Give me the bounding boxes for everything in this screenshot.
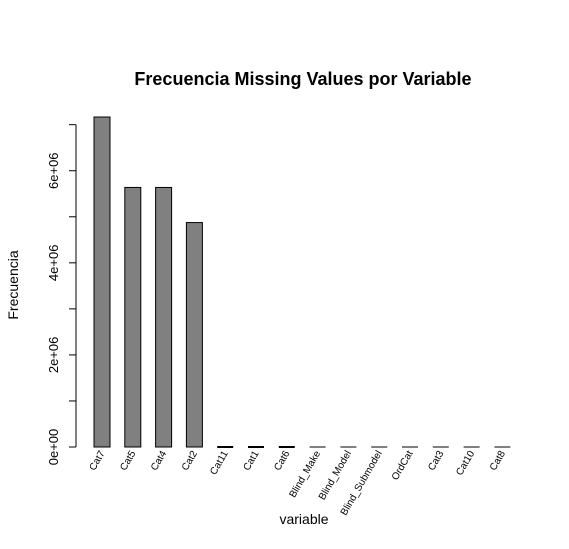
bar — [185, 222, 203, 448]
bar — [124, 186, 142, 448]
x-tick-label: Cat1 — [242, 449, 262, 473]
y-tick-label: 4e+06 — [46, 245, 61, 282]
y-tick-label: 6e+06 — [46, 152, 61, 189]
x-tick-label: Blind_Make — [288, 449, 324, 500]
x-tick-label: Cat11 — [208, 449, 231, 477]
x-tick-label: Cat5 — [118, 449, 138, 473]
x-tick-label: Cat2 — [180, 449, 200, 473]
y-tick-label: 0e+00 — [46, 429, 61, 466]
x-tick-label: Cat3 — [426, 449, 446, 473]
x-tick-label: Cat4 — [149, 449, 169, 473]
x-tick-label: Cat8 — [488, 449, 508, 473]
x-tick-label: Cat7 — [88, 449, 108, 473]
x-tick-label: Cat6 — [272, 449, 292, 473]
bar — [155, 186, 173, 448]
x-axis-label: variable — [279, 511, 328, 527]
x-tick-label: Cat10 — [454, 449, 477, 478]
chart-title: Frecuencia Missing Values por Variable — [134, 69, 471, 89]
y-axis-label: Frecuencia — [5, 250, 21, 319]
bar — [93, 116, 111, 448]
x-tick-labels: Cat7 Cat5 Cat4 Cat2 Cat11 Cat1 Cat6Blind_MakeB… — [88, 449, 509, 518]
y-axis: 0e+00 2e+06 4e+06 6e+06 — [46, 124, 77, 466]
y-tick-label: 2e+06 — [46, 337, 61, 374]
bars-group — [93, 116, 511, 448]
x-tick-label: OrdCat — [390, 449, 416, 483]
